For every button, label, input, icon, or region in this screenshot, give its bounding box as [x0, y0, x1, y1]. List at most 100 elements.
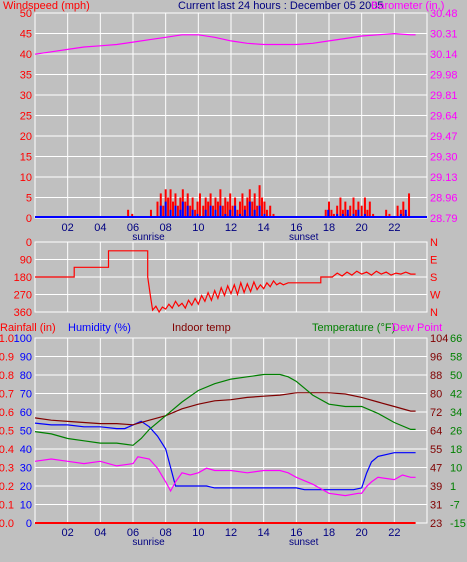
humidity-y-axis-ticks: 0 10 20 30 40 50 60 70 80 90 100	[14, 333, 32, 530]
gust-bar	[186, 205, 189, 218]
y-tick-label: 30.31	[430, 29, 458, 41]
sunset-label: sunset	[289, 232, 319, 243]
y-tick-label: -7	[450, 500, 460, 512]
windspeed-bar	[261, 197, 264, 218]
windspeed-bar	[324, 209, 327, 218]
y-tick-label: 90	[20, 255, 32, 267]
y-tick-label: 10	[450, 463, 462, 475]
windspeed-bar	[258, 185, 261, 218]
y-tick-label: 80	[20, 370, 32, 382]
y-tick-label: 35	[20, 70, 32, 82]
windspeed-bar	[156, 201, 159, 218]
gust-bar	[399, 213, 402, 218]
panel-wind-barometer: 0 5 10 15 20 25 30 35 40 45 50 28.79 28.96 29.13 29.3…	[3, 0, 458, 243]
y-tick-label: 55	[430, 444, 442, 456]
windspeed-bar	[224, 197, 227, 218]
x-tick-label: 20	[356, 527, 368, 539]
y-tick-label: S	[430, 272, 437, 284]
gust-bar	[327, 209, 330, 218]
y-tick-label: 29.13	[430, 172, 458, 184]
y-tick-label: 28.79	[430, 213, 458, 225]
temperature-event-labels: sunrise sunset	[132, 537, 318, 548]
windspeed-bar	[256, 205, 259, 218]
windspeed-bar	[344, 201, 347, 218]
y-tick-label: 47	[430, 463, 442, 475]
gust-bar	[234, 205, 237, 218]
y-tick-label: 104	[430, 333, 448, 345]
gust-bar	[346, 209, 349, 218]
y-tick-label: 39	[430, 481, 442, 493]
gust-bar	[164, 201, 167, 218]
panel-temperature-humidity: 0.0 0.1 0.2 0.3 0.4 0.5 0.6 0.7 0.8 0.9 1.0 0 10 20 3…	[0, 322, 466, 548]
windspeed-bar	[179, 197, 182, 218]
windspeed-bar	[167, 197, 170, 218]
windspeed-bar	[196, 201, 199, 218]
temperature-axis-label: Temperature (°F)	[312, 322, 395, 334]
y-tick-label: 180	[14, 272, 32, 284]
windspeed-axis-label: Windspeed (mph)	[3, 0, 90, 12]
x-tick-label: 18	[323, 222, 335, 234]
windspeed-bar	[385, 209, 388, 218]
chart-header-title: Current last 24 hours : December 05 2005	[178, 0, 383, 12]
y-tick-label: 29.30	[430, 152, 458, 164]
x-tick-label: 20	[356, 222, 368, 234]
windspeed-bar	[238, 201, 241, 218]
windspeed-bar	[251, 201, 254, 218]
direction-y-axis-ticks: 360 270 180 90 0	[14, 237, 32, 319]
gust-bar	[204, 209, 207, 218]
windspeed-bar	[269, 205, 272, 218]
windspeed-bar	[349, 205, 352, 218]
windspeed-bar	[265, 209, 268, 218]
windspeed-bar	[253, 193, 256, 218]
y-tick-label: 60	[20, 407, 32, 419]
windspeed-bar	[231, 205, 234, 218]
x-tick-label: 08	[160, 222, 172, 234]
y-tick-label: 29.81	[430, 90, 458, 102]
y-tick-label: 0	[26, 213, 32, 225]
y-tick-label: 40	[20, 49, 32, 61]
gust-bar	[219, 205, 222, 218]
x-tick-label: 14	[258, 222, 270, 234]
windspeed-bar	[204, 197, 207, 218]
wind-y-axis-ticks: 0 5 10 15 20 25 30 35 40 45 50	[20, 8, 32, 225]
wind-series	[34, 32, 427, 218]
y-tick-label: 18	[450, 444, 462, 456]
x-tick-label: 22	[388, 222, 400, 234]
y-tick-label: 72	[430, 407, 442, 419]
windspeed-bar	[246, 197, 249, 218]
x-tick-label: 04	[94, 222, 106, 234]
gust-bar	[214, 209, 217, 218]
y-tick-label: 30	[20, 463, 32, 475]
windspeed-bar	[221, 205, 224, 218]
y-tick-label: 50	[20, 8, 32, 20]
y-tick-label: 70	[20, 389, 32, 401]
windspeed-bar	[396, 205, 399, 218]
y-tick-label: E	[430, 255, 437, 267]
gust-bar	[229, 209, 232, 218]
x-tick-label: 10	[192, 222, 204, 234]
gust-bar	[253, 209, 256, 218]
dewpoint-line	[34, 456, 416, 497]
windspeed-bar	[176, 205, 179, 218]
x-tick-label: 02	[62, 527, 74, 539]
windspeed-bar	[368, 201, 371, 218]
y-tick-label: 0.6	[0, 407, 14, 419]
y-tick-label: 64	[430, 426, 442, 438]
windspeed-bar	[388, 213, 391, 218]
wind-direction-line	[35, 250, 416, 314]
humidity-line	[34, 420, 416, 491]
sunrise-label: sunrise	[132, 232, 165, 243]
gust-bar	[174, 205, 177, 218]
y-tick-label: 50	[20, 426, 32, 438]
windspeed-bar	[236, 209, 239, 218]
temperature-x-axis-ticks: 02 04 06 08 10 12 14 16 18 20 22	[62, 527, 401, 539]
y-tick-label: 90	[20, 352, 32, 364]
gust-bar	[191, 209, 194, 218]
y-tick-label: 29.98	[430, 70, 458, 82]
y-tick-label: N	[430, 237, 438, 249]
temperature-y-axis-ticks: 23 31 39 47 55 64 72 80 88 96 104	[430, 333, 448, 530]
y-tick-label: 5	[26, 193, 32, 205]
x-tick-label: 10	[192, 527, 204, 539]
y-tick-label: 42	[450, 389, 462, 401]
